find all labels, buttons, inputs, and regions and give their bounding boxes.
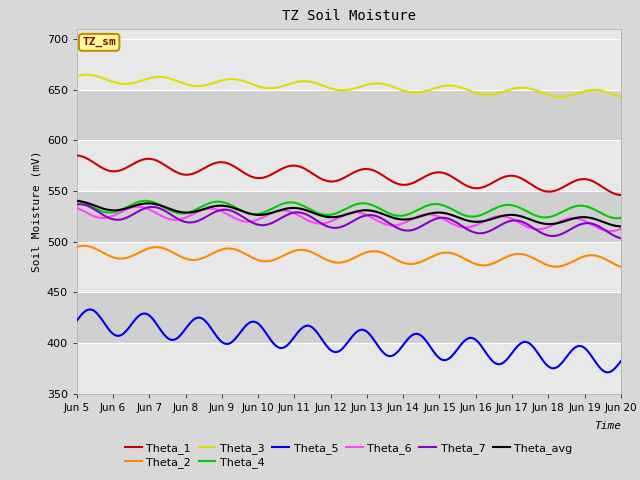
Theta_1 bbox=[73, 153, 81, 158]
Theta_avg bbox=[332, 214, 339, 220]
Theta_2 bbox=[369, 248, 376, 254]
Theta_1 bbox=[335, 178, 342, 183]
Theta_5 bbox=[520, 339, 527, 345]
Theta_1 bbox=[397, 181, 404, 187]
Theta_5 bbox=[86, 307, 93, 312]
Theta_avg bbox=[604, 221, 612, 227]
Theta_7 bbox=[369, 212, 376, 218]
Theta_avg bbox=[73, 198, 81, 204]
Theta_2 bbox=[332, 260, 340, 265]
Theta_3 bbox=[336, 87, 344, 93]
Theta_2 bbox=[605, 258, 612, 264]
Theta_7 bbox=[73, 202, 81, 207]
Theta_5 bbox=[73, 318, 81, 324]
Bar bbox=[77, 90, 621, 140]
Theta_7 bbox=[398, 227, 406, 233]
Theta_6 bbox=[369, 215, 376, 221]
Theta_6 bbox=[134, 204, 141, 210]
Text: TZ_sm: TZ_sm bbox=[82, 37, 116, 48]
Line: Theta_2: Theta_2 bbox=[77, 246, 621, 267]
Theta_avg bbox=[397, 216, 404, 222]
Theta_1 bbox=[367, 167, 375, 172]
Theta_2 bbox=[79, 243, 87, 249]
Theta_4 bbox=[73, 197, 81, 203]
Theta_6 bbox=[520, 222, 527, 228]
Theta_4 bbox=[335, 210, 342, 216]
Theta_7 bbox=[617, 235, 625, 241]
Theta_7 bbox=[76, 201, 84, 207]
Theta_2 bbox=[398, 259, 406, 265]
Theta_avg bbox=[335, 214, 342, 219]
Theta_7 bbox=[605, 229, 612, 235]
Line: Theta_6: Theta_6 bbox=[77, 207, 621, 231]
Theta_1 bbox=[332, 178, 339, 184]
Line: Theta_avg: Theta_avg bbox=[77, 201, 621, 227]
Theta_6 bbox=[617, 226, 625, 232]
Theta_5 bbox=[606, 369, 614, 375]
Theta_4 bbox=[332, 211, 339, 216]
Theta_3 bbox=[520, 85, 527, 91]
Theta_7 bbox=[520, 219, 527, 225]
Theta_7 bbox=[332, 225, 340, 231]
Title: TZ Soil Moisture: TZ Soil Moisture bbox=[282, 10, 416, 24]
Bar bbox=[77, 140, 621, 191]
Theta_1 bbox=[519, 176, 527, 182]
Theta_avg bbox=[367, 208, 375, 214]
Theta_5 bbox=[332, 349, 340, 355]
Theta_5 bbox=[604, 370, 612, 375]
Theta_1 bbox=[617, 192, 625, 198]
Bar bbox=[77, 191, 621, 241]
Theta_3 bbox=[73, 73, 81, 79]
Theta_6 bbox=[605, 228, 612, 234]
Theta_5 bbox=[617, 358, 625, 364]
Bar bbox=[77, 241, 621, 292]
Theta_6 bbox=[332, 216, 340, 222]
Theta_1 bbox=[604, 187, 612, 193]
Theta_3 bbox=[369, 81, 376, 86]
Theta_3 bbox=[332, 87, 340, 93]
Theta_6 bbox=[73, 205, 81, 211]
Theta_3 bbox=[83, 72, 90, 78]
Theta_4 bbox=[519, 206, 527, 212]
Theta_3 bbox=[617, 94, 625, 100]
Line: Theta_3: Theta_3 bbox=[77, 75, 621, 97]
Theta_4 bbox=[397, 213, 404, 219]
Theta_6 bbox=[398, 221, 406, 227]
Theta_3 bbox=[398, 87, 406, 93]
Theta_5 bbox=[398, 344, 406, 350]
Line: Theta_4: Theta_4 bbox=[77, 200, 621, 218]
Theta_6 bbox=[336, 215, 344, 220]
Theta_3 bbox=[605, 90, 612, 96]
Theta_avg bbox=[519, 214, 527, 220]
Theta_4 bbox=[367, 202, 375, 207]
Text: Time: Time bbox=[594, 421, 621, 431]
Theta_2 bbox=[520, 252, 527, 257]
Theta_7 bbox=[336, 225, 344, 230]
Theta_4 bbox=[604, 213, 612, 219]
Theta_4 bbox=[614, 216, 621, 221]
Y-axis label: Soil Moisture (mV): Soil Moisture (mV) bbox=[31, 150, 41, 272]
Theta_5 bbox=[369, 335, 376, 340]
Theta_2 bbox=[617, 264, 625, 270]
Theta_5 bbox=[336, 348, 344, 354]
Bar bbox=[77, 343, 621, 394]
Theta_6 bbox=[607, 228, 615, 234]
Theta_2 bbox=[336, 260, 344, 265]
Line: Theta_1: Theta_1 bbox=[77, 156, 621, 195]
Line: Theta_7: Theta_7 bbox=[77, 204, 621, 238]
Theta_4 bbox=[617, 215, 625, 221]
Theta_avg bbox=[617, 224, 625, 229]
Bar bbox=[77, 292, 621, 343]
Legend: Theta_1, Theta_2, Theta_3, Theta_4, Theta_5, Theta_6, Theta_7, Theta_avg: Theta_1, Theta_2, Theta_3, Theta_4, Thet… bbox=[125, 443, 572, 468]
Bar bbox=[77, 39, 621, 90]
Line: Theta_5: Theta_5 bbox=[77, 310, 621, 372]
Theta_2 bbox=[73, 244, 81, 250]
